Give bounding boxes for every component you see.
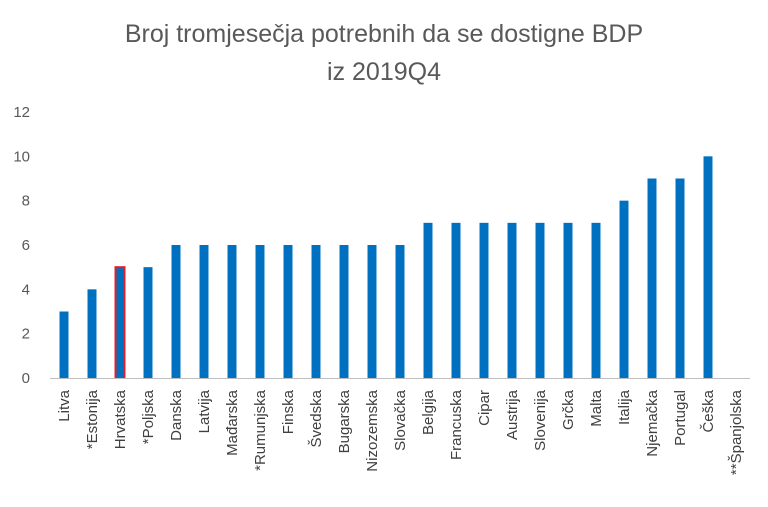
bar bbox=[255, 245, 265, 378]
x-tick-label: Danska bbox=[168, 389, 185, 441]
bar bbox=[451, 222, 461, 378]
bar bbox=[647, 178, 657, 378]
bar-series bbox=[59, 156, 713, 379]
x-tick-label: Švedska bbox=[308, 389, 325, 447]
x-tick-label: Češka bbox=[700, 389, 717, 432]
bar bbox=[675, 178, 685, 378]
x-tick-label: Grčka bbox=[560, 389, 577, 430]
y-tick-label: 0 bbox=[22, 370, 30, 387]
x-tick-label: Belgija bbox=[420, 389, 437, 435]
x-tick-label: Finska bbox=[280, 389, 297, 434]
x-tick-label: Litva bbox=[56, 389, 73, 421]
bar bbox=[114, 266, 126, 379]
bar bbox=[199, 245, 209, 378]
bar bbox=[339, 245, 349, 378]
x-tick-label: Bugarska bbox=[336, 389, 353, 453]
bar bbox=[367, 245, 377, 378]
chart-subtitle: iz 2019Q4 bbox=[327, 58, 441, 86]
x-tick-label: Francuska bbox=[448, 389, 465, 460]
bar bbox=[563, 222, 573, 378]
bar bbox=[395, 245, 405, 378]
bar bbox=[619, 200, 629, 378]
x-tick-label: Nizozemska bbox=[364, 389, 381, 471]
y-tick-label: 2 bbox=[22, 326, 30, 343]
bar bbox=[311, 245, 321, 378]
bar bbox=[87, 289, 97, 378]
y-tick-label: 12 bbox=[13, 104, 30, 121]
x-tick-label: **Španjolska bbox=[728, 389, 745, 475]
bar bbox=[479, 222, 489, 378]
y-tick-label: 8 bbox=[22, 193, 30, 210]
y-tick-label: 4 bbox=[22, 281, 30, 298]
bar bbox=[143, 267, 153, 378]
x-tick-label: Njemačka bbox=[644, 389, 661, 456]
y-axis-ticks: 0 2 4 6 8 10 12 bbox=[13, 104, 30, 387]
bar bbox=[59, 311, 69, 378]
x-axis-ticks: Litva *Estonija Hrvatska *Poljska Danska Latv… bbox=[56, 389, 745, 475]
x-tick-label: Austrija bbox=[504, 389, 521, 440]
x-tick-label: *Estonija bbox=[84, 389, 101, 449]
x-tick-label: Italija bbox=[616, 389, 633, 425]
x-tick-label: Slovačka bbox=[392, 389, 409, 451]
x-tick-label: Hrvatska bbox=[112, 389, 129, 449]
x-tick-label: Mađarska bbox=[224, 389, 241, 456]
bar bbox=[591, 222, 601, 378]
bar bbox=[227, 245, 237, 378]
x-tick-label: *Poljska bbox=[140, 389, 157, 444]
x-tick-label: Latvija bbox=[196, 389, 213, 433]
x-tick-label: Malta bbox=[588, 389, 605, 426]
bar bbox=[283, 245, 293, 378]
bar bbox=[535, 222, 545, 378]
y-tick-label: 10 bbox=[13, 148, 30, 165]
bar bbox=[423, 222, 433, 378]
x-tick-label: *Rumunjska bbox=[252, 389, 269, 471]
chart-title: Broj tromjesečja potrebnih da se dostign… bbox=[125, 20, 643, 48]
x-tick-label: Portugal bbox=[672, 390, 689, 446]
bar bbox=[703, 156, 713, 378]
x-tick-label: Slovenija bbox=[532, 389, 549, 451]
bar bbox=[171, 245, 181, 378]
bar bbox=[507, 222, 517, 378]
x-tick-label: Cipar bbox=[476, 390, 493, 426]
y-tick-label: 6 bbox=[22, 237, 30, 254]
